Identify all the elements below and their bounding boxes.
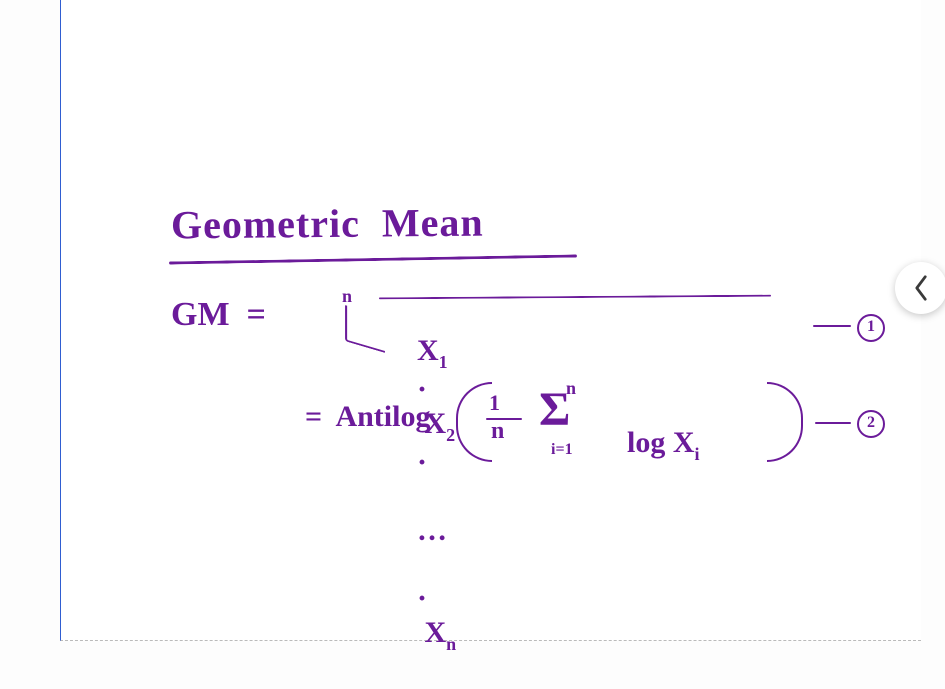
eq2-sigma: Σ (539, 382, 570, 437)
title-underline (169, 254, 577, 264)
eq2-frac-num: 1 (489, 390, 500, 416)
prev-slide-button[interactable] (895, 262, 945, 314)
eq2-label-circle: 2 (857, 410, 885, 438)
eq1-label-dash (813, 325, 851, 327)
eq1-root-index: n (342, 286, 352, 307)
eq2-sum-lower: i=1 (551, 441, 573, 459)
note-sheet: Geometric Mean GM = n X1 · X2 · … · Xn 1… (60, 0, 921, 641)
eq1-ellipsis: … (417, 514, 447, 547)
eq2-lparen (456, 382, 492, 462)
eq2-rparen (767, 382, 803, 462)
eq1-radical-tick (345, 305, 385, 353)
eq1-term-xn: Xn (417, 616, 456, 649)
title-geometric-mean: Geometric Mean (171, 199, 484, 249)
eq1-radical-bar (379, 295, 771, 300)
eq2-log-term: log Xi (597, 392, 700, 499)
eq2-frac-den: n (491, 418, 504, 445)
eq2-antilog: = Antilog (305, 400, 430, 434)
eq1-label-circle: 1 (857, 314, 885, 342)
eq1-radicand: X1 · X2 · … · Xn (387, 300, 456, 689)
eq2-label-dash (815, 422, 851, 424)
eq1-term-x1: X1 (417, 334, 448, 367)
eq1-lhs: GM = (171, 296, 266, 334)
chevron-left-icon (912, 274, 930, 302)
